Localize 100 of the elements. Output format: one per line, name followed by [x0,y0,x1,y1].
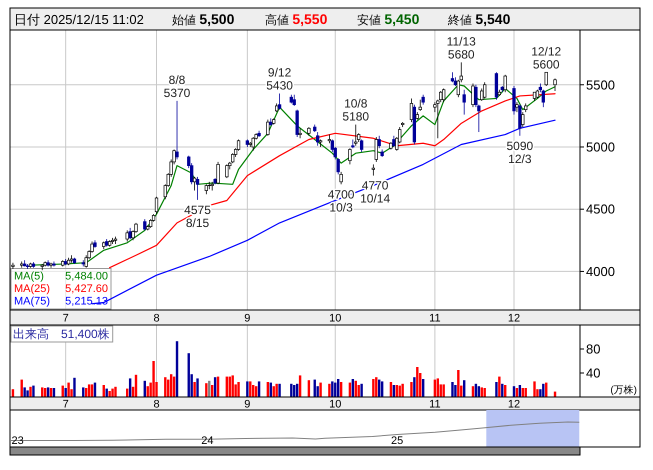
bar [152,361,155,397]
candlestick [544,72,548,86]
x-tick-label: 24 [201,435,214,447]
bar [331,381,334,397]
bar [314,380,316,397]
bar [278,384,281,397]
x-tick-label: 8 [153,312,160,324]
candlestick [504,74,507,93]
annotation: 12/12 5600 [531,44,562,72]
candlestick [175,100,179,160]
bar [524,388,527,397]
bar [258,381,260,397]
bar [266,382,270,397]
bar [188,353,190,397]
candlestick [418,99,422,112]
bar [237,382,240,397]
y-tick-label: 5000 [586,139,615,154]
y-tick-label: 4000 [586,264,615,279]
bar [293,385,296,397]
bar [128,378,132,397]
candlestick [70,254,74,264]
bar [358,385,360,397]
y-axis-title: (万株) [610,384,637,396]
bar [398,386,401,397]
y-tick-label: 4500 [586,202,615,217]
x-tick-label: 11 [429,398,441,410]
bar [296,384,298,397]
bar [88,384,90,397]
annotation: 8/8 5370 [164,72,191,100]
x-tick-label: 12 [508,398,520,410]
x-tick-label: 11 [429,312,441,324]
candlestick [114,236,118,244]
candlestick [339,171,343,185]
annotation: 9/12 5430 [266,65,294,92]
annotation: 5090 12/3 [506,138,534,166]
bar [172,376,176,397]
bar [249,381,252,397]
text: MA(5) 5,484.00 [14,270,108,282]
bar [208,380,210,397]
bar [46,387,50,397]
bar [164,377,166,397]
text: MA(75) 5,215.13 [14,296,108,308]
candlestick [216,162,220,185]
text: MA(25) 5,427.60 [14,283,108,295]
bar [545,382,548,397]
bar [170,374,172,397]
bar [336,379,340,397]
x-tick-label: 25 [390,435,404,447]
y-tick-label: 40 [586,366,600,380]
candlestick [192,176,196,191]
x-tick-label: 7 [62,398,69,410]
x-tick-label: 9 [244,398,250,410]
candlestick [126,230,129,242]
bar [272,386,275,397]
bar [210,385,214,397]
bar [23,387,26,397]
bar [480,387,483,397]
candlestick [462,89,466,116]
bar [478,386,480,397]
bar [84,388,88,397]
bar [102,385,105,397]
candlestick [392,135,396,148]
bar [226,376,228,397]
bar [334,382,336,397]
candlestick [553,78,557,92]
bar [62,386,64,397]
bar [111,388,114,397]
bar [106,388,108,397]
bar [252,385,254,397]
candlestick [422,94,425,106]
bar [328,384,331,397]
bar [462,380,466,397]
bar [392,385,396,397]
bar [516,388,518,397]
bar [396,385,398,397]
bar [454,385,457,397]
bar [442,384,445,397]
chart-title: 出来高 51,400株 [13,327,110,341]
bar [352,379,354,397]
bar [67,382,70,397]
bar [375,377,378,397]
bar [474,384,478,397]
bar [416,367,418,397]
candlestick [252,136,255,152]
bar [340,382,342,397]
bar [290,384,292,397]
candlestick [196,176,200,200]
y-tick-label: 80 [586,342,600,356]
candlestick [225,164,228,178]
bar [144,380,146,397]
x-tick-label: 7 [62,312,69,324]
bar [401,384,404,397]
candlestick [266,119,270,136]
bar [146,386,149,397]
x-tick-label: 10 [329,398,342,410]
chart-title: 日付 2025/12/15 11:02 [14,12,144,27]
bar [254,386,258,397]
candlestick [154,196,158,215]
bar [390,382,392,397]
bar [422,379,424,397]
